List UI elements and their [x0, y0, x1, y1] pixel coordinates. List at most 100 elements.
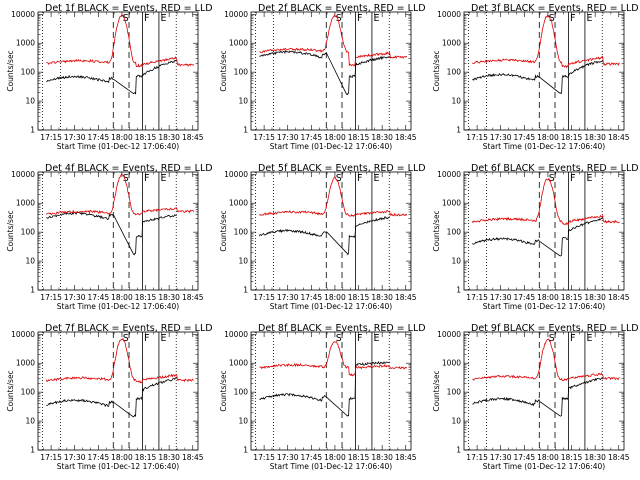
y-tick-label: 1000	[16, 359, 35, 368]
region-label: S	[336, 13, 342, 24]
series-events-line	[46, 211, 177, 256]
region-label: S	[336, 173, 342, 184]
panel-title: Det 4f BLACK = Events, RED = LLD	[45, 163, 213, 174]
x-tick-label: 17:15	[40, 133, 62, 142]
y-tick-label: 100	[447, 68, 462, 77]
x-tick-label: 18:15	[348, 293, 370, 302]
region-label: F	[357, 333, 362, 344]
x-tick-label: 17:45	[514, 133, 536, 142]
series-lld-line	[46, 173, 195, 216]
x-tick-label: 18:15	[135, 133, 157, 142]
y-tick-label: 10000	[437, 170, 461, 179]
x-tick-label: 18:15	[348, 453, 370, 462]
series-events-line	[472, 60, 603, 94]
x-tick-label: 18:30	[158, 293, 180, 302]
y-tick-label: 10000	[224, 330, 248, 339]
x-tick-label: 17:30	[490, 453, 512, 462]
x-tick-label: 18:30	[371, 133, 393, 142]
region-label: S	[123, 333, 129, 344]
y-axis-label: Counts/sec	[219, 50, 228, 91]
y-tick-label: 10	[238, 257, 248, 266]
y-tick-label: 100	[21, 68, 36, 77]
x-tick-label: 18:45	[608, 133, 630, 142]
x-tick-label: 17:15	[466, 133, 488, 142]
x-tick-label: 17:45	[301, 133, 323, 142]
x-tick-label: 17:30	[277, 453, 299, 462]
series-events-line	[472, 377, 604, 417]
x-tick-label: 18:45	[608, 293, 630, 302]
plot-frame	[463, 171, 625, 291]
panel-det-8: Det 8f BLACK = Events, RED = LLD Counts/s…	[219, 323, 426, 471]
plot-frame	[250, 11, 412, 131]
x-axis-label: Start Time (01-Dec-12 17:06:40)	[483, 462, 605, 471]
x-tick-label: 18:30	[584, 453, 606, 462]
x-tick-label: 17:15	[253, 293, 275, 302]
region-label: F	[357, 173, 362, 184]
x-tick-label: 17:30	[64, 133, 86, 142]
y-tick-label: 1	[30, 446, 35, 455]
x-tick-label: 18:00	[324, 453, 346, 462]
region-label: E	[160, 13, 166, 24]
y-tick-label: 10	[25, 417, 35, 426]
plot-frame	[37, 331, 199, 451]
x-tick-label: 17:15	[40, 293, 62, 302]
x-tick-label: 18:00	[537, 293, 559, 302]
x-tick-label: 18:00	[111, 133, 133, 142]
panel-title: Det 6f BLACK = Events, RED = LLD	[471, 163, 639, 174]
y-tick-label: 10	[451, 417, 461, 426]
y-tick-label: 10000	[224, 170, 248, 179]
y-tick-label: 1	[30, 286, 35, 295]
x-tick-label: 18:00	[111, 293, 133, 302]
x-axis-label: Start Time (01-Dec-12 17:06:40)	[57, 142, 179, 151]
y-tick-label: 10	[451, 97, 461, 106]
y-axis-label: Counts/sec	[6, 210, 15, 251]
y-tick-label: 1000	[229, 199, 248, 208]
y-tick-label: 1000	[229, 359, 248, 368]
x-tick-label: 17:15	[253, 453, 275, 462]
x-tick-label: 17:45	[88, 133, 110, 142]
region-label: F	[357, 13, 362, 24]
region-label: E	[586, 333, 592, 344]
y-axis-label: Counts/sec	[6, 50, 15, 91]
x-tick-label: 18:15	[348, 133, 370, 142]
x-axis-label: Start Time (01-Dec-12 17:06:40)	[483, 302, 605, 311]
y-tick-label: 1	[243, 446, 248, 455]
x-tick-label: 18:00	[537, 453, 559, 462]
y-tick-label: 100	[21, 228, 36, 237]
x-tick-label: 18:45	[182, 293, 204, 302]
region-label: E	[160, 173, 166, 184]
x-tick-label: 17:45	[88, 293, 110, 302]
y-tick-label: 10000	[224, 10, 248, 19]
x-axis-label: Start Time (01-Dec-12 17:06:40)	[57, 302, 179, 311]
series-lld-line	[259, 176, 408, 218]
panel-title: Det 8f BLACK = Events, RED = LLD	[258, 323, 426, 334]
panel-det-4: Det 4f BLACK = Events, RED = LLD Counts/s…	[6, 163, 213, 311]
region-label: E	[160, 333, 166, 344]
x-tick-label: 17:30	[64, 293, 86, 302]
x-axis-label: Start Time (01-Dec-12 17:06:40)	[270, 462, 392, 471]
panel-title: Det 2f BLACK = Events, RED = LLD	[258, 3, 426, 14]
series-lld-line	[46, 337, 194, 384]
panel-title: Det 3f BLACK = Events, RED = LLD	[471, 3, 639, 14]
region-label: E	[373, 333, 379, 344]
y-tick-label: 1	[456, 286, 461, 295]
x-tick-label: 18:15	[561, 133, 583, 142]
y-axis-label: Counts/sec	[432, 210, 441, 251]
y-tick-label: 100	[447, 388, 462, 397]
x-tick-label: 17:30	[490, 293, 512, 302]
y-tick-label: 10000	[11, 330, 35, 339]
x-tick-label: 18:45	[395, 133, 417, 142]
x-tick-label: 18:45	[182, 453, 204, 462]
x-tick-label: 18:45	[395, 453, 417, 462]
x-tick-label: 18:30	[584, 133, 606, 142]
plot-frame	[250, 171, 412, 291]
region-label: F	[570, 333, 575, 344]
region-label: E	[586, 13, 592, 24]
region-label: S	[549, 333, 555, 344]
x-axis-label: Start Time (01-Dec-12 17:06:40)	[270, 302, 392, 311]
y-tick-label: 100	[234, 68, 249, 77]
x-tick-label: 18:00	[324, 133, 346, 142]
x-tick-label: 18:15	[561, 293, 583, 302]
y-tick-label: 1000	[229, 39, 248, 48]
x-tick-label: 18:15	[561, 453, 583, 462]
